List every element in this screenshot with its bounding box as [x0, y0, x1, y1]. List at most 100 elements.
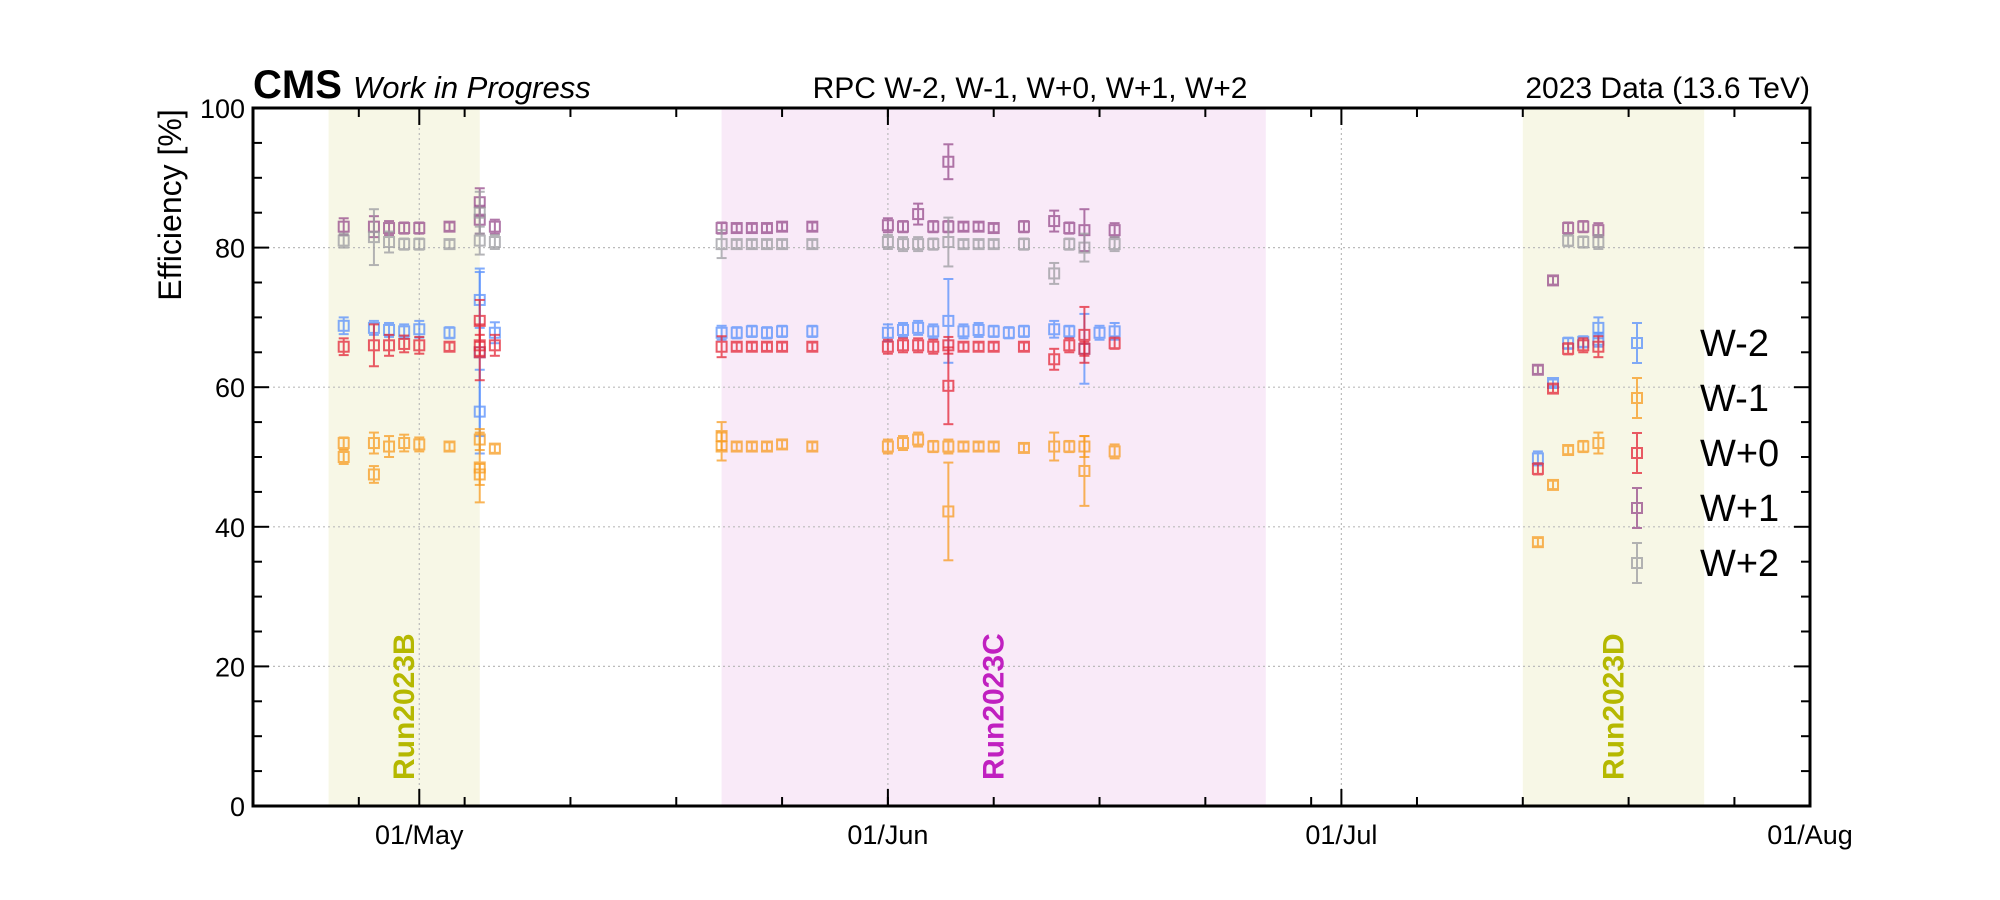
data-point [987, 324, 1000, 338]
legend: W-2 W-1 W+0 W+1 W+2 [1631, 322, 1779, 585]
point-marker [383, 440, 396, 453]
point-marker [897, 238, 910, 251]
legend-label-W-2: W-2 [1700, 323, 1769, 365]
data-point [443, 326, 456, 340]
point-marker [912, 339, 925, 352]
data-point [912, 431, 925, 448]
data-point [942, 216, 955, 268]
point-marker [337, 220, 350, 233]
point-marker [760, 326, 773, 339]
point-marker [1048, 353, 1061, 366]
legend-marker-W+2 [1631, 542, 1643, 584]
data-point [1577, 220, 1590, 234]
data-point [367, 431, 380, 455]
data-point [912, 236, 925, 253]
data-point [367, 323, 380, 368]
point-marker [1577, 339, 1590, 352]
data-point [730, 440, 743, 453]
point-marker [730, 238, 743, 251]
data-point [1048, 209, 1061, 233]
data-point [488, 442, 501, 455]
point-marker [1531, 536, 1544, 549]
data-point [1592, 234, 1605, 250]
point-marker [730, 326, 743, 339]
data-point [806, 324, 819, 338]
x-tick-label: 01/May [375, 820, 464, 850]
run-label-Run2023D: Run2023D [1597, 633, 1630, 780]
point-marker [957, 220, 970, 233]
data-point [881, 234, 894, 250]
data-point [760, 238, 773, 251]
point-marker [1562, 444, 1575, 457]
point-marker [1108, 337, 1121, 350]
point-marker [488, 220, 501, 233]
point-marker [1048, 267, 1061, 280]
data-point [413, 436, 426, 453]
point-marker [942, 505, 955, 518]
data-point [398, 433, 411, 453]
point-marker [1631, 502, 1643, 514]
data-point [745, 222, 758, 235]
point-marker [473, 346, 486, 359]
point-marker [927, 325, 940, 338]
data-point [383, 333, 396, 357]
point-marker [957, 238, 970, 251]
data-point [881, 338, 894, 355]
point-marker [942, 236, 955, 249]
data-point [776, 238, 789, 251]
point-marker [806, 238, 819, 251]
data-point [1017, 220, 1030, 234]
point-marker [1017, 220, 1030, 233]
point-marker [776, 238, 789, 251]
y-tick-label: 20 [215, 652, 245, 682]
point-marker [413, 339, 426, 352]
data-point [760, 326, 773, 340]
run-period-labels: Run2023B Run2023C Run2023D [388, 633, 1630, 780]
point-marker [972, 440, 985, 453]
point-marker [957, 340, 970, 353]
point-marker [715, 340, 728, 353]
legend-label-W+0: W+0 [1700, 433, 1779, 475]
point-marker [745, 340, 758, 353]
data-point [1562, 221, 1575, 235]
point-marker [745, 222, 758, 235]
data-point [881, 438, 894, 455]
point-marker [881, 219, 894, 232]
point-marker [1078, 440, 1091, 453]
point-marker [1562, 234, 1575, 247]
point-marker [942, 379, 955, 392]
point-marker [488, 339, 501, 352]
plot-title: RPC W-2, W-1, W+0, W+1, W+2 [813, 72, 1248, 105]
data-point [1063, 221, 1076, 235]
data-point [806, 340, 819, 353]
data-point [367, 208, 380, 267]
legend-marker-W+1 [1631, 487, 1643, 529]
data-point [1048, 319, 1061, 339]
point-marker [942, 155, 955, 168]
point-marker [1108, 445, 1121, 458]
legend-label-W+2: W+2 [1700, 543, 1779, 585]
data-point [730, 340, 743, 353]
point-marker [1562, 342, 1575, 355]
point-marker [897, 339, 910, 352]
point-marker [1592, 340, 1605, 353]
data-point [987, 238, 1000, 251]
data-point [927, 338, 940, 355]
data-point [1048, 431, 1061, 462]
point-marker [337, 234, 350, 247]
point-marker [1063, 222, 1076, 235]
legend-label-W-1: W-1 [1700, 378, 1769, 420]
data-point [897, 321, 910, 338]
point-marker [1078, 464, 1091, 477]
point-marker [383, 339, 396, 352]
legend-marker-W-1 [1631, 377, 1643, 419]
point-marker [488, 442, 501, 455]
x-tick-label: 01/Aug [1767, 820, 1853, 850]
data-point [1048, 261, 1061, 285]
point-marker [1631, 392, 1643, 404]
y-axis-title: Efficiency [%] [152, 109, 188, 300]
point-marker [942, 440, 955, 453]
data-point [715, 229, 728, 260]
data-point [383, 230, 396, 254]
point-marker [806, 340, 819, 353]
